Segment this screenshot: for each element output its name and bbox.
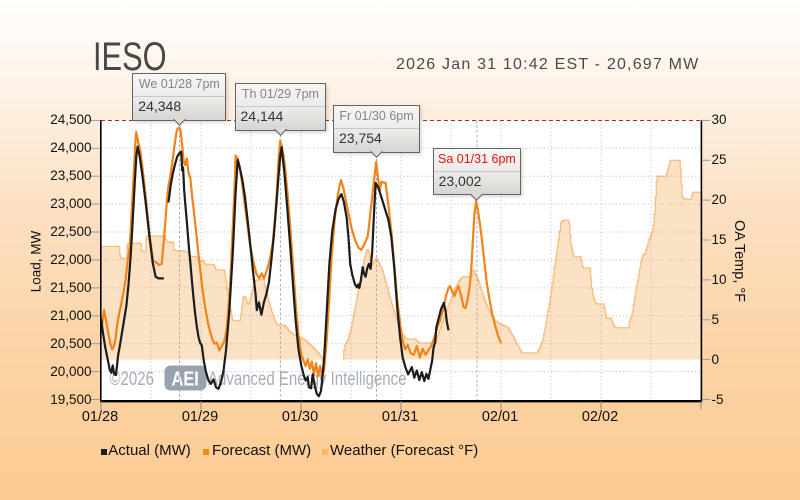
svg-text:©2026: ©2026: [110, 368, 154, 389]
svg-text:AEI: AEI: [172, 367, 199, 390]
